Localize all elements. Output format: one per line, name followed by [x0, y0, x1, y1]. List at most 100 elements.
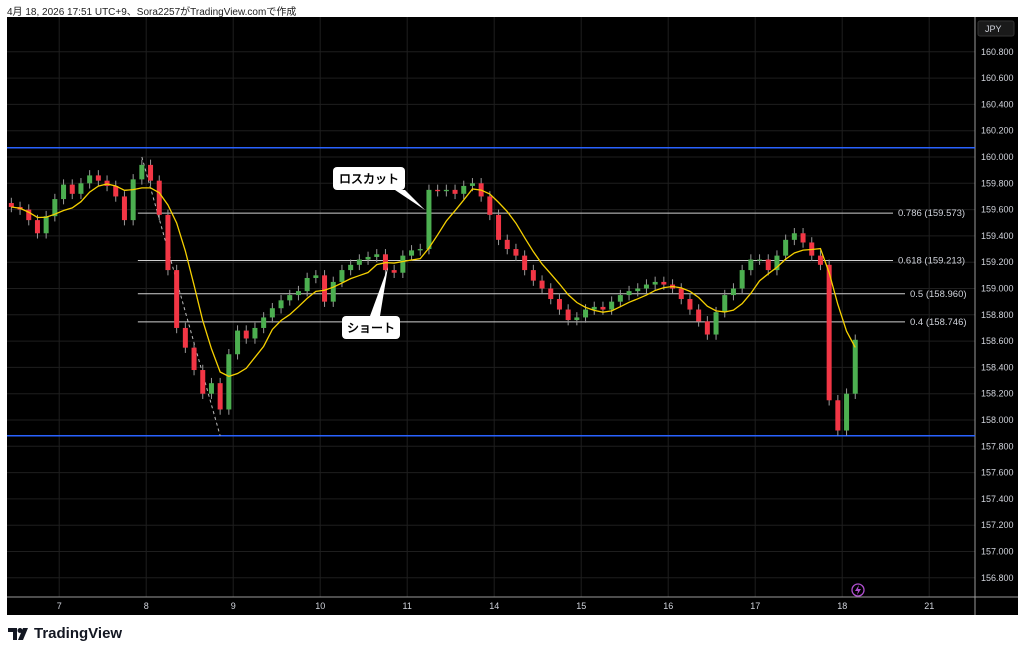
candle-body [626, 291, 632, 296]
candle-body [295, 291, 301, 296]
tradingview-logo-icon [8, 627, 28, 640]
candle-body [200, 370, 206, 394]
callout-box [342, 316, 400, 339]
price-tick-label: 159.600 [981, 205, 1014, 215]
currency-badge [977, 20, 1015, 37]
price-tick-label: 159.000 [981, 284, 1014, 294]
price-tick-label: 158.800 [981, 310, 1014, 320]
candle-body [600, 306, 606, 310]
candle-body [817, 255, 823, 265]
candle-body [52, 199, 58, 217]
price-tick-label: 160.800 [981, 47, 1014, 57]
candle-body [643, 284, 649, 289]
candle-body [95, 175, 101, 181]
candle-body [243, 330, 249, 339]
candle-body [461, 185, 467, 194]
candle-body [530, 270, 536, 281]
candle-body [513, 249, 519, 256]
candle-body [487, 196, 493, 215]
price-tick-label: 159.800 [981, 178, 1014, 188]
candle-body [574, 317, 580, 321]
candle-body [191, 347, 197, 371]
candle-body [852, 339, 858, 394]
candle-body [226, 354, 232, 410]
candle-body [409, 250, 415, 256]
candle-body [696, 309, 702, 322]
price-tick-label: 157.800 [981, 441, 1014, 451]
candle-body [26, 209, 32, 221]
currency-label: JPY [985, 24, 1002, 34]
moving-average-line [11, 183, 856, 378]
price-tick-label: 157.000 [981, 547, 1014, 557]
candle-body [591, 306, 597, 310]
time-tick-label: 7 [57, 601, 62, 611]
candle-body [417, 249, 423, 251]
candle-body [539, 280, 545, 289]
candle-body [469, 183, 475, 186]
candle-body [121, 196, 127, 221]
candle-body [391, 270, 397, 273]
fib-level-label: 0.4 (158.746) [910, 317, 967, 328]
fib-level-label: 0.786 (159.573) [898, 208, 965, 219]
candle-body [556, 299, 562, 310]
brand-name: TradingView [34, 625, 123, 642]
price-tick-label: 160.400 [981, 99, 1014, 109]
candle-body [356, 259, 362, 265]
price-tick-label: 158.000 [981, 415, 1014, 425]
candle-body [452, 189, 458, 194]
candle-body [565, 309, 571, 321]
candle-body [687, 299, 693, 310]
callout-box [333, 167, 405, 190]
fib-level-label: 0.618 (159.213) [898, 255, 965, 266]
candle-body [435, 189, 441, 192]
candle-body [783, 239, 789, 256]
candle-body [261, 317, 267, 328]
candle-body [800, 233, 806, 243]
time-tick-label: 9 [231, 601, 236, 611]
candle-body [617, 295, 623, 302]
callout-text: ロスカット [339, 172, 399, 186]
candle-body [661, 281, 667, 285]
candle-body [713, 312, 719, 335]
time-tick-label: 11 [403, 601, 412, 611]
candle-body [330, 281, 336, 302]
candle-body [252, 327, 258, 339]
candle-body [835, 400, 841, 431]
candle-body [156, 180, 162, 215]
candle-body [365, 256, 371, 260]
price-tick-label: 158.200 [981, 389, 1014, 399]
price-tick-label: 159.400 [981, 231, 1014, 241]
candle-body [287, 295, 293, 301]
candle-body [826, 264, 832, 401]
lightning-icon-circle [851, 583, 865, 597]
candle-body [87, 175, 93, 184]
candle-body [322, 275, 328, 302]
time-tick-label: 10 [315, 601, 325, 611]
candle-body [774, 255, 780, 271]
candle-body [235, 330, 241, 355]
callout-annotation[interactable]: ロスカット [333, 167, 425, 210]
candle-body [609, 301, 615, 310]
candle-body [730, 288, 736, 296]
candle-body [504, 239, 510, 250]
candle-body [113, 185, 119, 197]
candle-body [174, 270, 180, 328]
candle-body [278, 300, 284, 309]
candle-body [678, 288, 684, 300]
price-chart[interactable]: 160.800 160.600 160.400 160.200 160.000 159.8… [0, 0, 1024, 620]
lightning-icon[interactable] [851, 583, 865, 597]
candle-body [61, 184, 67, 200]
price-tick-label: 160.000 [981, 152, 1014, 162]
candle-body [765, 259, 771, 271]
price-tick-label: 160.200 [981, 126, 1014, 136]
candle-body [130, 179, 136, 221]
candle-body [791, 233, 797, 240]
time-tick-label: 21 [924, 601, 934, 611]
dashed-trend-line [141, 156, 221, 436]
price-tick-label: 157.200 [981, 520, 1014, 530]
callout-annotation[interactable]: ショート [342, 267, 400, 339]
callout-text: ショート [347, 321, 395, 335]
tradingview-logo[interactable]: TradingView [8, 625, 122, 642]
candle-body [583, 309, 589, 318]
price-tick-label: 159.200 [981, 257, 1014, 267]
